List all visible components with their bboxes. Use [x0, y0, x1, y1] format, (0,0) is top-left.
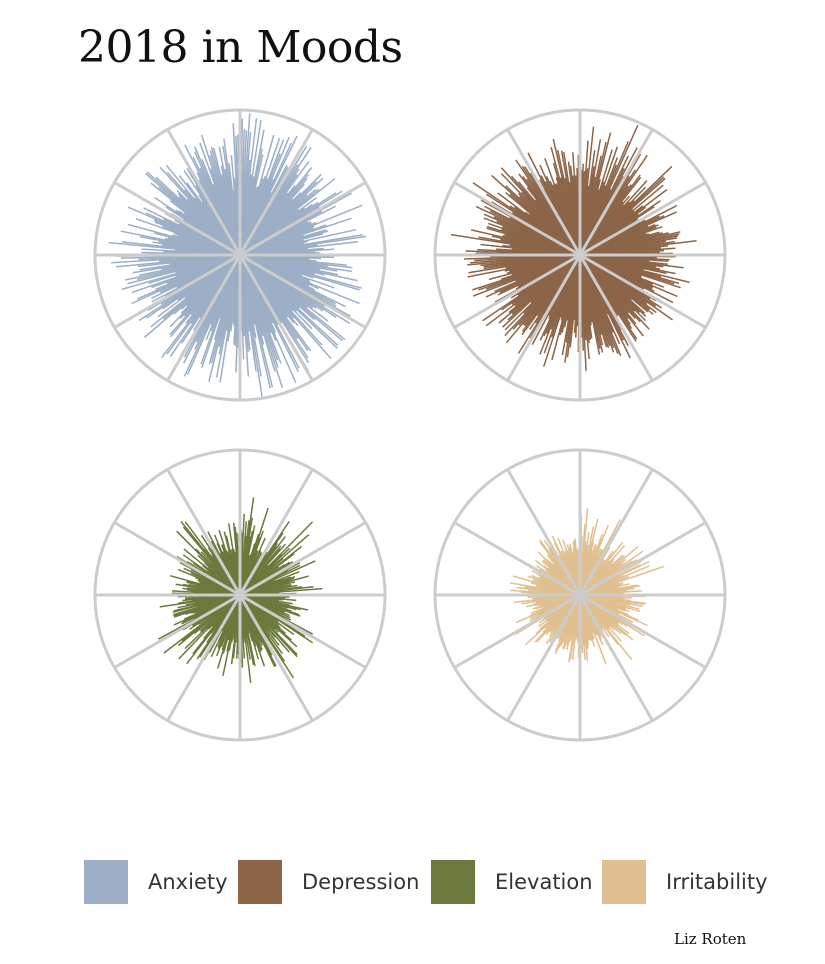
- elevation-month-spoke: [113, 593, 241, 669]
- elevation-month-spoke: [166, 468, 242, 596]
- depression-month-spoke: [578, 254, 654, 382]
- anxiety-month-spoke: [239, 253, 367, 329]
- irritability-month-spoke: [506, 594, 582, 722]
- elevation-month-spoke: [238, 594, 314, 722]
- elevation-month-spoke: [239, 521, 367, 597]
- depression-month-spoke: [579, 181, 707, 257]
- chart-title: 2018 in Moods: [78, 22, 403, 73]
- anxiety-month-spoke: [238, 128, 314, 256]
- irritability-month-spoke: [506, 468, 582, 596]
- irritability-radial-chart: [433, 448, 727, 742]
- irritability-month-spoke: [579, 521, 707, 597]
- depression-radial-chart: [433, 108, 727, 402]
- legend-swatch-irritability: [602, 860, 646, 904]
- legend: Anxiety Depression Elevation Irritabilit…: [84, 860, 784, 904]
- depression-month-spoke: [453, 253, 581, 329]
- legend-item-anxiety: Anxiety: [84, 860, 228, 904]
- elevation-radial-chart: [93, 448, 387, 742]
- legend-label-irritability: Irritability: [666, 870, 768, 894]
- legend-item-depression: Depression: [238, 860, 419, 904]
- anxiety-radial-chart: [93, 108, 387, 402]
- anxiety-month-spoke: [113, 181, 241, 257]
- author-credit: Liz Roten: [674, 930, 747, 948]
- legend-label-elevation: Elevation: [495, 870, 593, 894]
- irritability-month-spoke: [453, 521, 581, 597]
- elevation-month-spoke: [238, 468, 314, 596]
- anxiety-month-spoke: [239, 181, 367, 257]
- anxiety-month-spoke: [113, 253, 241, 329]
- legend-swatch-anxiety: [84, 860, 128, 904]
- anxiety-month-spoke: [166, 128, 242, 256]
- legend-swatch-depression: [238, 860, 282, 904]
- depression-month-spoke: [578, 128, 654, 256]
- anxiety-month-spoke: [238, 254, 314, 382]
- legend-label-depression: Depression: [302, 870, 420, 894]
- depression-month-spoke: [579, 253, 707, 329]
- legend-item-elevation: Elevation: [431, 860, 593, 904]
- elevation-month-spoke: [239, 593, 367, 669]
- legend-item-irritability: Irritability: [602, 860, 768, 904]
- depression-month-spoke: [506, 128, 582, 256]
- anxiety-month-spoke: [166, 254, 242, 382]
- irritability-month-spoke: [578, 468, 654, 596]
- elevation-month-spoke: [113, 521, 241, 597]
- legend-label-anxiety: Anxiety: [148, 870, 228, 894]
- elevation-month-spoke: [166, 594, 242, 722]
- irritability-month-spoke: [453, 593, 581, 669]
- depression-month-spoke: [453, 181, 581, 257]
- depression-month-spoke: [506, 254, 582, 382]
- irritability-month-spoke: [578, 594, 654, 722]
- irritability-month-spoke: [579, 593, 707, 669]
- legend-swatch-elevation: [431, 860, 475, 904]
